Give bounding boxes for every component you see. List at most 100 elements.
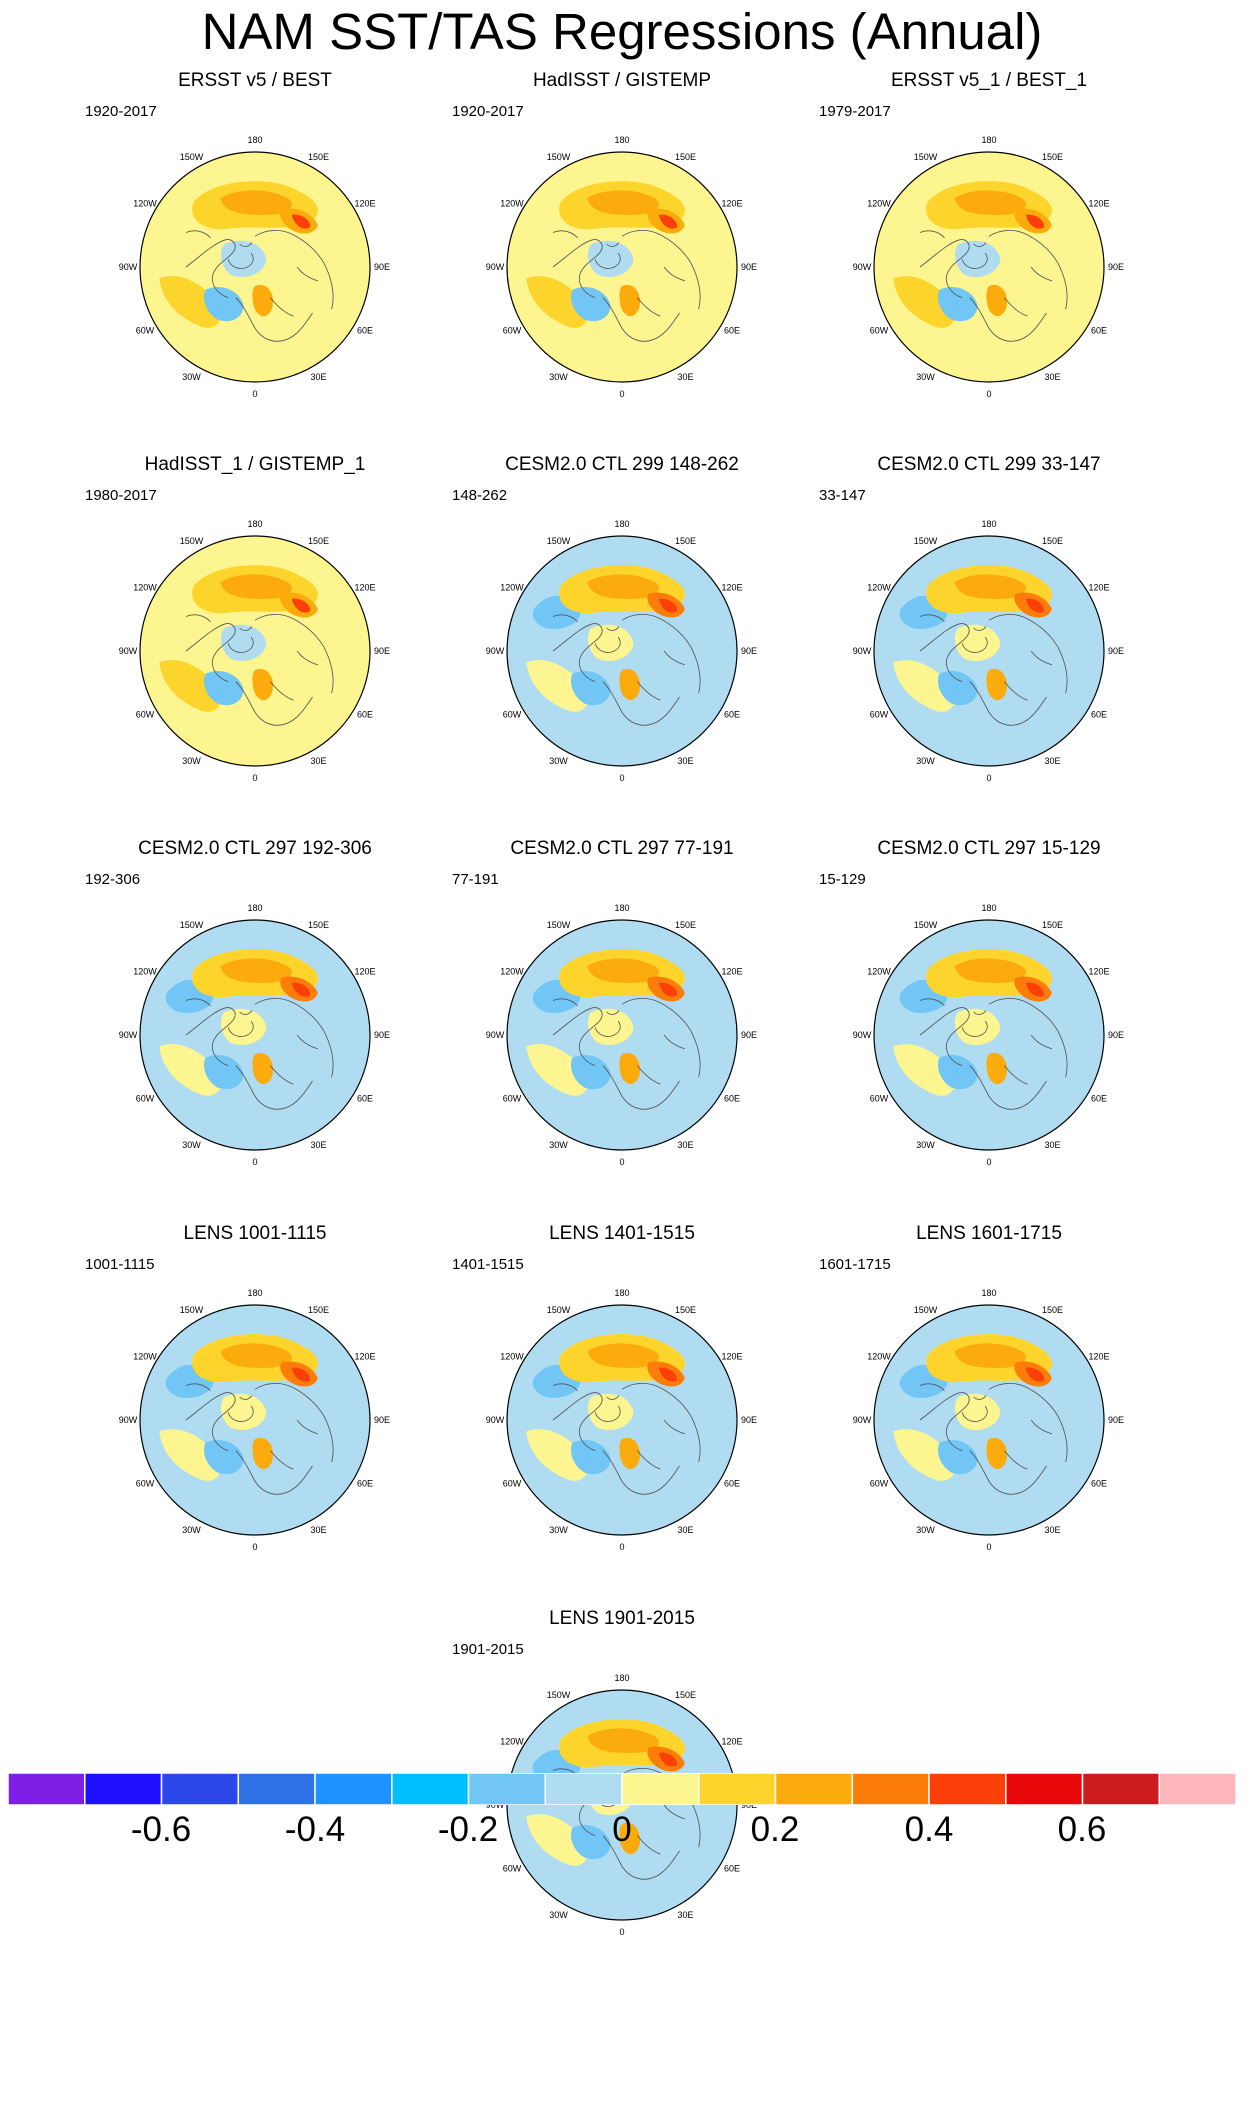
map-boundary (506, 535, 738, 767)
longitude-label: 0 (252, 773, 257, 783)
longitude-label: 30E (310, 1525, 326, 1535)
longitude-label: 150E (1042, 920, 1063, 930)
longitude-label: 30E (1044, 1140, 1060, 1150)
longitude-label: 180 (981, 519, 996, 529)
longitude-label: 30E (1044, 372, 1060, 382)
contour-region (587, 624, 634, 662)
panel-title: CESM2.0 CTL 297 192-306 (138, 838, 372, 859)
longitude-label: 120W (867, 199, 891, 209)
longitude-label: 30W (549, 756, 568, 766)
map-field (140, 152, 370, 382)
longitude-label: 90E (374, 1030, 390, 1040)
coastline (594, 636, 621, 653)
map-field (874, 1305, 1104, 1535)
colorbar-label: -0.2 (437, 1810, 499, 1849)
longitude-label: 120E (721, 1352, 742, 1362)
longitude-label: 30W (182, 372, 201, 382)
coastline (239, 626, 253, 631)
contour-region (658, 598, 678, 613)
panel-title: LENS 1001-1115 (183, 1223, 327, 1244)
longitude-label: 60W (870, 710, 889, 720)
longitude-label: 60E (724, 326, 740, 336)
contour-region (291, 598, 311, 613)
contour-region (220, 240, 267, 278)
longitude-label: 60W (136, 1479, 155, 1489)
contour-region (658, 1752, 678, 1767)
panel-period: 1001-1115 (85, 1256, 155, 1273)
colorbar-box (237, 1773, 316, 1805)
colorbar-box (467, 1773, 547, 1805)
longitude-label: 180 (247, 135, 262, 145)
coastline (1004, 1450, 1028, 1470)
contour-region (986, 1052, 1008, 1085)
panel-title: CESM2.0 CTL 299 33-147 (877, 454, 1101, 475)
longitude-label: 60W (503, 326, 522, 336)
coastline (185, 239, 236, 299)
longitude-label: 90W (119, 262, 138, 272)
colorbar-box (928, 1773, 1007, 1805)
contour-region (526, 1044, 589, 1096)
coastline (1030, 1034, 1052, 1050)
coastline (621, 613, 701, 694)
contour-region (1025, 982, 1045, 997)
longitude-label: 150W (914, 1305, 938, 1315)
coastline (296, 266, 318, 282)
longitude-label: 60E (357, 326, 373, 336)
longitude-label: 120E (354, 199, 375, 209)
longitude-label: 150W (914, 152, 938, 162)
longitude-label: 150W (180, 1305, 204, 1315)
longitude-label: 120E (354, 1352, 375, 1362)
coastline (663, 1419, 685, 1435)
longitude-label: 90W (486, 1030, 505, 1040)
coastline (919, 239, 970, 299)
longitude-label: 120E (1088, 583, 1109, 593)
longitude-label: 60E (1091, 1479, 1107, 1489)
longitude-label: 150W (547, 536, 571, 546)
contour-region (1025, 214, 1045, 229)
contour-region (938, 1439, 978, 1475)
longitude-label: 30W (182, 756, 201, 766)
longitude-label: 0 (252, 1542, 257, 1552)
longitude-label: 150W (547, 1690, 571, 1700)
map-panel: 180 150E 120E 90E 60E 30E 0 30W 60W 90W 120W 150W H… (442, 70, 802, 430)
map-field (507, 920, 737, 1150)
panel-title: ERSST v5_1 / BEST_1 (890, 70, 1088, 91)
longitude-label: 120W (867, 583, 891, 593)
colorbar-box (1081, 1773, 1161, 1805)
contour-region (252, 1437, 274, 1470)
longitude-label: 90E (1108, 646, 1124, 656)
longitude-label: 90W (853, 646, 872, 656)
contour-region (159, 660, 222, 712)
longitude-label: 90E (374, 262, 390, 272)
longitude-label: 120E (721, 583, 742, 593)
longitude-label: 0 (619, 1542, 624, 1552)
longitude-label: 120W (500, 1737, 524, 1747)
longitude-label: 120E (1088, 1352, 1109, 1362)
contour-region (954, 958, 1026, 983)
longitude-label: 90E (741, 1030, 757, 1040)
coastline (552, 1392, 603, 1452)
colorbar-box (84, 1773, 163, 1805)
coastline (637, 1835, 661, 1855)
colorbar-box (1005, 1773, 1084, 1805)
coastline (254, 613, 334, 694)
coastline (1030, 650, 1052, 666)
contour-region (204, 670, 244, 706)
coastline (254, 1382, 334, 1463)
longitude-label: 150W (547, 152, 571, 162)
panel-title: HadISST_1 / GISTEMP_1 (144, 454, 366, 475)
contour-region (587, 1008, 634, 1046)
page-title: NAM SST/TAS Regressions (Annual) (201, 3, 1043, 60)
longitude-label: 120W (500, 1352, 524, 1362)
panel-period: 1401-1515 (452, 1256, 524, 1273)
coastline (296, 1034, 318, 1050)
map-field (874, 152, 1104, 382)
contour-region (954, 190, 1026, 215)
longitude-label: 150E (1042, 536, 1063, 546)
longitude-label: 120W (500, 583, 524, 593)
contour-region (204, 1054, 244, 1090)
contour-region (658, 214, 678, 229)
longitude-label: 0 (619, 389, 624, 399)
contour-region (938, 1054, 978, 1090)
map-field (140, 1305, 370, 1535)
